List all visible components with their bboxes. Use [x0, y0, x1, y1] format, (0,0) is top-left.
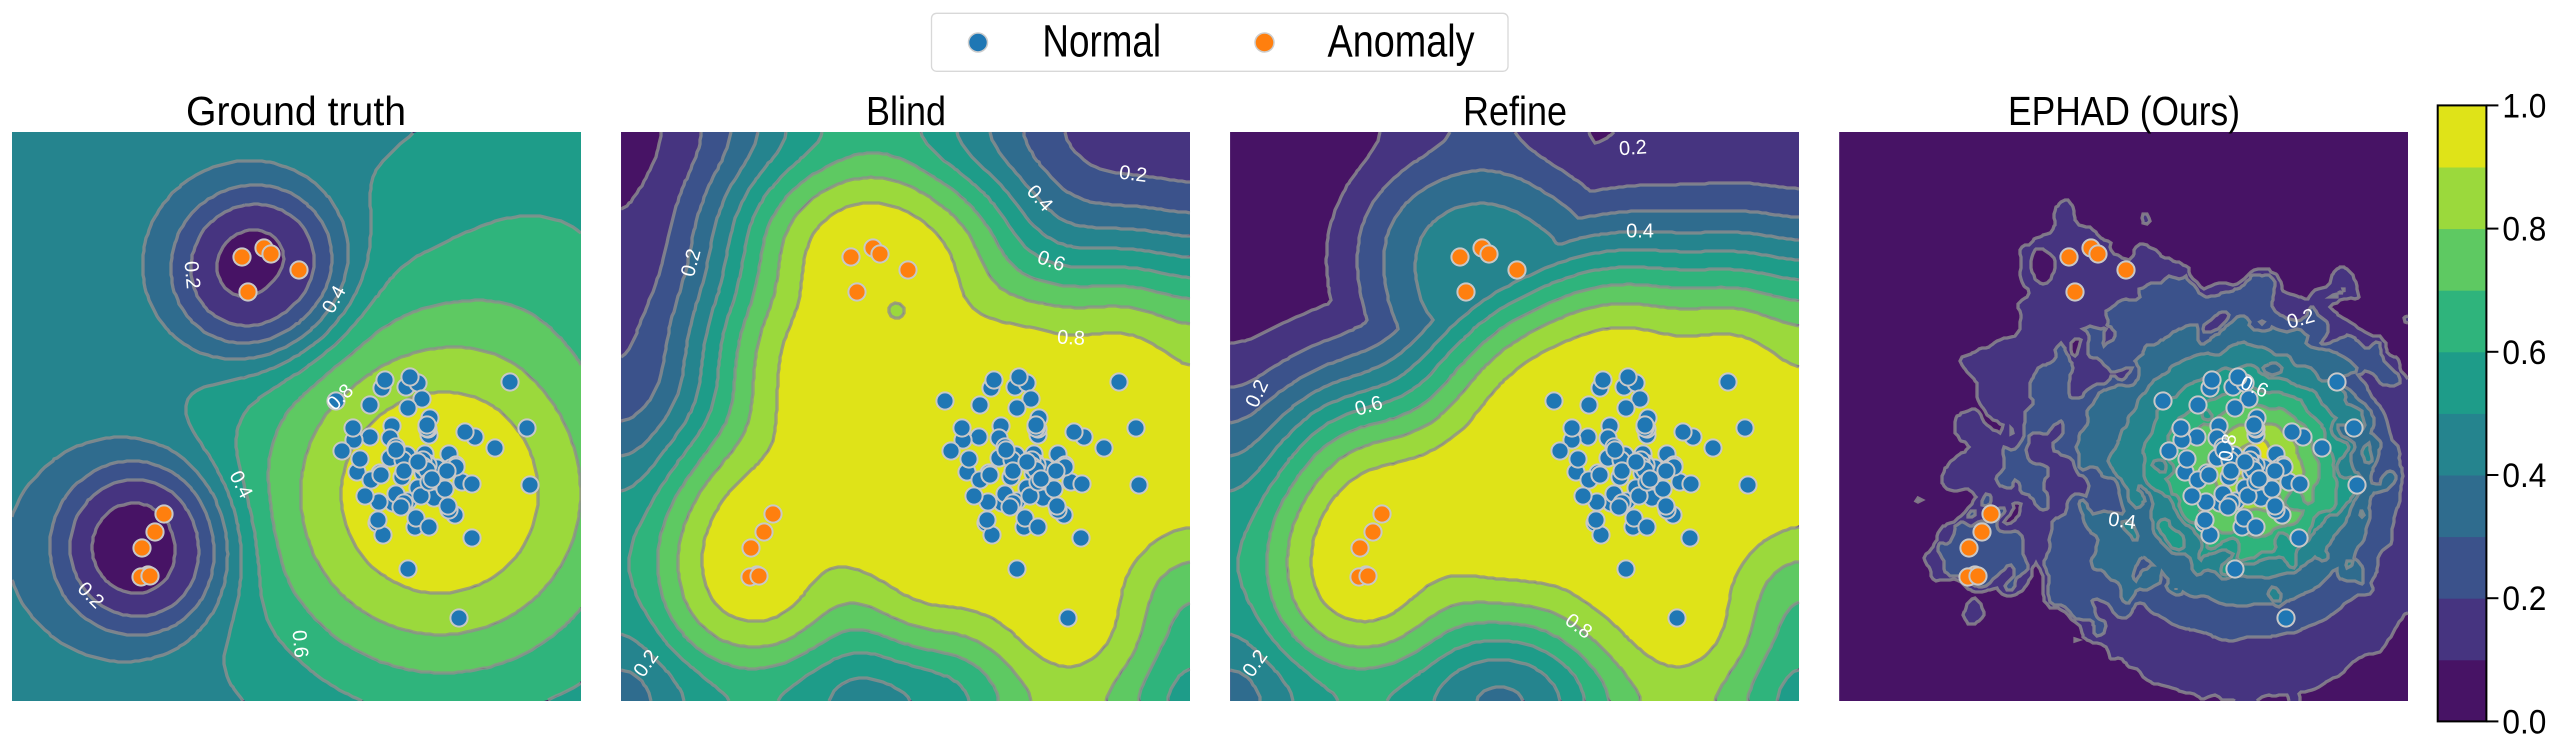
svg-text:Blind: Blind [866, 88, 946, 134]
svg-text:0.4: 0.4 [1626, 220, 1654, 242]
svg-text:Normal: Normal [1042, 16, 1161, 67]
svg-text:0.8: 0.8 [2502, 211, 2546, 249]
svg-text:0.8: 0.8 [2215, 432, 2241, 463]
svg-text:0.6: 0.6 [2502, 334, 2546, 372]
svg-text:1.0: 1.0 [2502, 87, 2546, 125]
svg-text:Anomaly: Anomaly [1328, 16, 1475, 67]
svg-text:0.6: 0.6 [288, 629, 312, 659]
svg-text:EPHAD (Ours): EPHAD (Ours) [2008, 88, 2240, 134]
svg-text:Refine: Refine [1463, 88, 1567, 134]
svg-text:0.2: 0.2 [180, 260, 204, 290]
svg-text:Ground truth: Ground truth [186, 88, 406, 134]
svg-text:0.4: 0.4 [2107, 508, 2138, 534]
svg-text:0.4: 0.4 [2502, 457, 2546, 495]
svg-text:0.2: 0.2 [1618, 136, 1647, 160]
svg-text:0.8: 0.8 [1057, 327, 1086, 350]
svg-text:0.2: 0.2 [1118, 162, 1148, 187]
svg-text:0.0: 0.0 [2502, 703, 2546, 741]
svg-text:0.2: 0.2 [2502, 580, 2546, 618]
